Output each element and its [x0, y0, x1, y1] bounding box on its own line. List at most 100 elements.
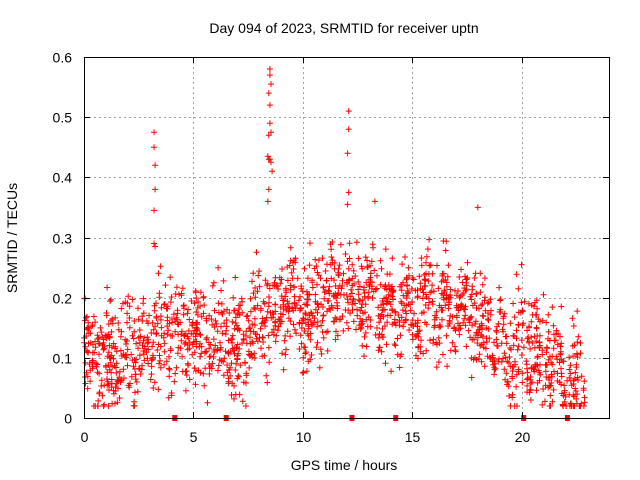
- data-point: [462, 306, 468, 313]
- data-point: [447, 347, 454, 354]
- data-point: [340, 327, 347, 334]
- data-point: [312, 291, 319, 298]
- data-point: [359, 265, 366, 272]
- data-point: [511, 314, 518, 321]
- data-point: [103, 310, 110, 316]
- data-point: [468, 313, 475, 320]
- x-tick-label: 20: [515, 429, 531, 445]
- data-point: [388, 368, 395, 375]
- data-point: [435, 334, 442, 341]
- data-point: [344, 281, 351, 287]
- data-point: [251, 304, 257, 311]
- data-point: [289, 304, 296, 311]
- data-point: [82, 343, 89, 350]
- data-point: [376, 344, 383, 351]
- data-point: [93, 360, 99, 367]
- data-point: [301, 265, 308, 272]
- data-point: [292, 305, 299, 312]
- data-point: [224, 369, 231, 376]
- data-point: [135, 316, 142, 323]
- data-point: [402, 254, 408, 260]
- data-point: [479, 281, 486, 288]
- data-point: [566, 354, 573, 361]
- data-point: [581, 399, 588, 406]
- data-point: [540, 291, 547, 298]
- data-point: [232, 314, 239, 321]
- data-point: [220, 372, 227, 379]
- data-point: [403, 295, 410, 301]
- data-point: [503, 370, 510, 377]
- data-point: [468, 374, 475, 381]
- data-point: [115, 385, 121, 392]
- data-point: [365, 314, 372, 320]
- data-point: [166, 353, 172, 360]
- data-point: [371, 267, 378, 274]
- data-point: [342, 307, 349, 313]
- data-point: [247, 334, 253, 341]
- data-point: [567, 401, 574, 407]
- data-point: [394, 335, 401, 342]
- data-point: [234, 356, 241, 363]
- data-point: [554, 356, 561, 363]
- data-point: [574, 391, 581, 398]
- data-point: [534, 379, 541, 386]
- data-point: [400, 279, 406, 286]
- data-point: [197, 303, 204, 310]
- data-point: [548, 371, 555, 378]
- data-point: [403, 310, 410, 317]
- data-point: [399, 307, 406, 314]
- data-point: [252, 294, 259, 301]
- data-point: [389, 307, 396, 314]
- data-point: [487, 311, 494, 318]
- data-point: [458, 266, 465, 273]
- data-point: [148, 330, 155, 336]
- data-point: [345, 108, 352, 115]
- data-point: [259, 315, 266, 322]
- data-point: [418, 255, 425, 262]
- data-point: [334, 332, 341, 339]
- data-point: [254, 302, 261, 309]
- data-point: [404, 290, 411, 297]
- data-point: [541, 398, 548, 405]
- data-point: [334, 305, 341, 312]
- data-point: [427, 262, 434, 268]
- data-point: [167, 299, 174, 306]
- data-point: [491, 371, 498, 378]
- data-point: [144, 355, 151, 362]
- data-point: [370, 244, 377, 251]
- data-point: [248, 351, 255, 358]
- data-point: [193, 295, 200, 302]
- data-point: [556, 379, 563, 386]
- data-point: [107, 359, 114, 366]
- data-point: [442, 302, 449, 309]
- data-point: [336, 262, 343, 269]
- data-point: [443, 283, 450, 290]
- data-point: [192, 381, 199, 388]
- data-point: [105, 349, 112, 356]
- data-point: [359, 297, 366, 304]
- data-point: [513, 271, 520, 278]
- data-point: [515, 343, 522, 350]
- data-point: [332, 314, 339, 321]
- data-point: [285, 308, 292, 315]
- data-point: [104, 382, 111, 389]
- data-point: [122, 336, 129, 343]
- data-point: [277, 280, 284, 287]
- data-point: [433, 314, 440, 321]
- data-point: [347, 310, 354, 317]
- data-point: [500, 321, 507, 328]
- data-point: [504, 381, 510, 388]
- data-point: [232, 367, 239, 373]
- data-point: [534, 353, 541, 360]
- data-point: [177, 345, 184, 352]
- data-point: [380, 301, 387, 308]
- data-point: [185, 306, 192, 313]
- data-point: [225, 337, 232, 344]
- data-point: [215, 300, 222, 307]
- data-point: [420, 289, 427, 296]
- data-point: [558, 365, 564, 372]
- data-point: [269, 309, 276, 316]
- data-point: [494, 343, 501, 349]
- data-point: [400, 323, 407, 330]
- data-point: [157, 263, 164, 270]
